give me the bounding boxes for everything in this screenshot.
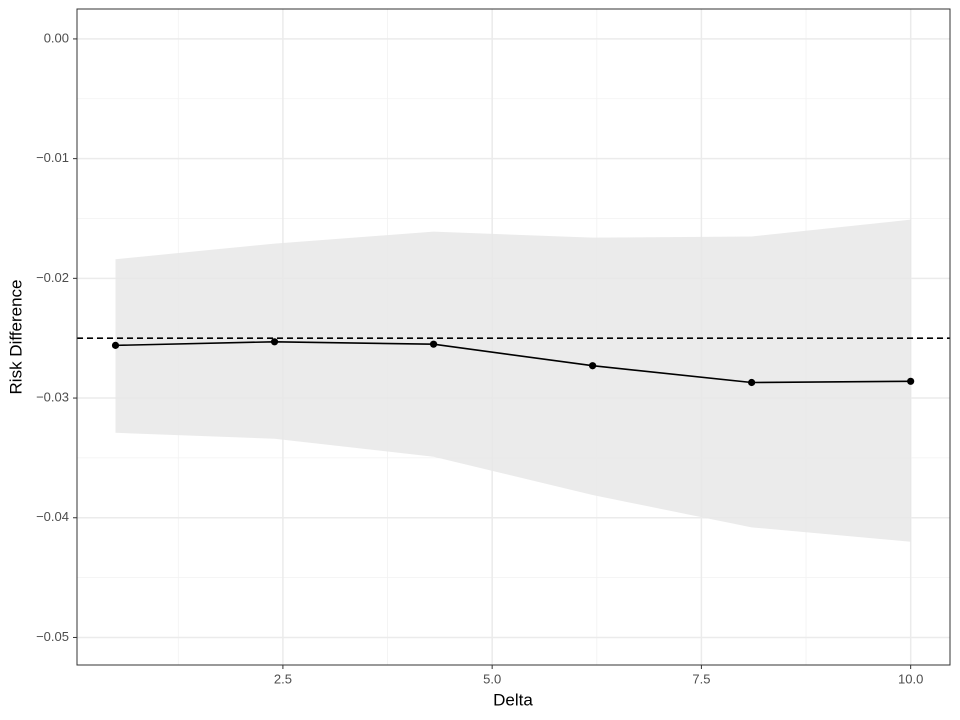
y-tick-label: −0.05 — [36, 629, 69, 644]
point — [270, 338, 279, 346]
point — [111, 341, 120, 349]
confidence-ribbon — [115, 219, 911, 542]
x-tick-label: 2.5 — [274, 671, 292, 686]
x-tick-label: 10.0 — [898, 671, 923, 686]
point — [588, 362, 597, 370]
x-tick-label: 5.0 — [483, 671, 501, 686]
x-tick-label: 7.5 — [692, 671, 710, 686]
point — [907, 377, 915, 385]
point — [748, 378, 756, 387]
point — [429, 340, 438, 348]
x-axis-title: Delta — [493, 690, 533, 709]
y-tick-label: −0.03 — [36, 389, 69, 404]
y-tick-label: −0.01 — [36, 150, 69, 165]
y-axis-title: Risk Difference — [6, 280, 25, 395]
line — [115, 340, 911, 384]
y-tick-label: −0.04 — [36, 509, 69, 524]
y-tick-label: −0.02 — [36, 270, 69, 285]
y-tick-label: 0.00 — [44, 30, 69, 45]
panel-border — [76, 8, 951, 666]
